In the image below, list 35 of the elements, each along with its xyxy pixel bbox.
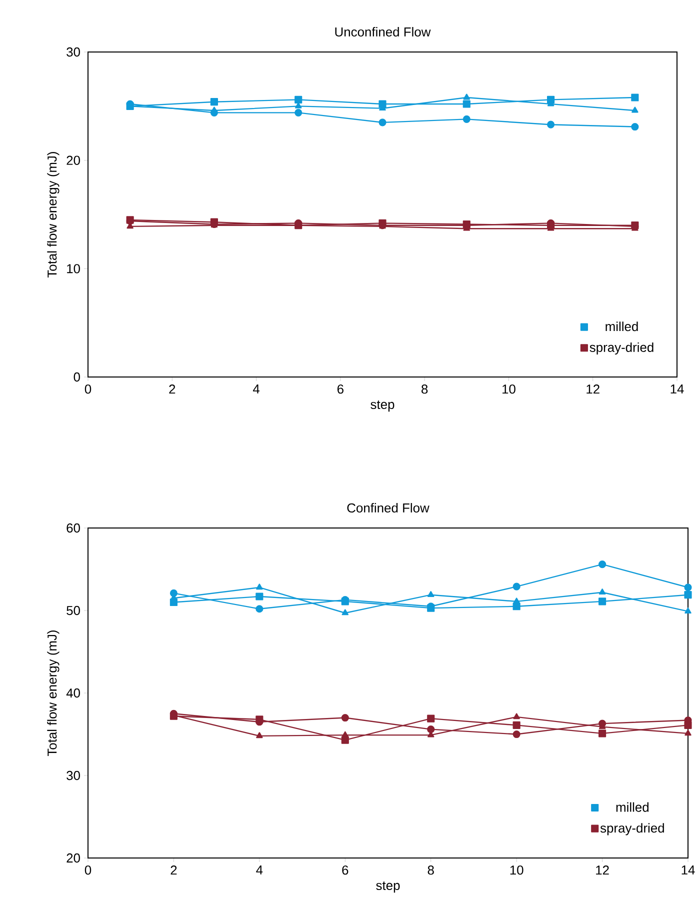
legend-label: milled: [606, 322, 638, 332]
y-tick-label: 0: [74, 372, 80, 382]
x-tick-label: 14: [682, 866, 696, 874]
x-axis-title: step: [370, 400, 394, 412]
y-tick-label: 60: [66, 523, 80, 533]
y-axis-title: Total flow energy (mJ): [47, 152, 60, 278]
x-tick-label: 0: [85, 384, 92, 394]
y-tick-label: 10: [67, 264, 80, 274]
x-tick-label: 12: [596, 866, 610, 875]
x-tick-label: 2: [169, 384, 176, 394]
chart-title: Confined Flow: [348, 503, 430, 513]
legend-label: spray-dried: [590, 342, 654, 355]
y-tick-label: 50: [66, 606, 80, 616]
chart-title: Unconfined Flow: [336, 27, 431, 37]
y-axis-title: Total flow energy (mJ): [47, 630, 60, 756]
y-tick-label: 20: [66, 853, 80, 863]
x-tick-label: 6: [338, 384, 344, 394]
x-tick-label: 10: [502, 384, 516, 394]
y-tick-label: 40: [66, 688, 80, 698]
x-tick-label: 4: [253, 384, 260, 394]
x-tick-label: 10: [510, 866, 524, 875]
y-tick-label: 30: [66, 770, 80, 780]
x-tick-label: 6: [342, 866, 348, 875]
x-tick-label: 8: [422, 384, 428, 394]
x-tick-label: 0: [85, 866, 92, 875]
x-tick-label: 2: [171, 866, 177, 875]
legend-label: milled: [616, 802, 649, 812]
x-tick-label: 12: [586, 384, 600, 394]
legend-label: spray-dried: [600, 823, 664, 836]
x-tick-label: 8: [428, 866, 434, 875]
x-tick-label: 4: [256, 866, 263, 874]
x-axis-title: step: [376, 882, 400, 893]
y-tick-label: 30: [66, 47, 80, 57]
y-tick-label: 20: [66, 156, 80, 165]
x-tick-label: 14: [671, 384, 684, 394]
